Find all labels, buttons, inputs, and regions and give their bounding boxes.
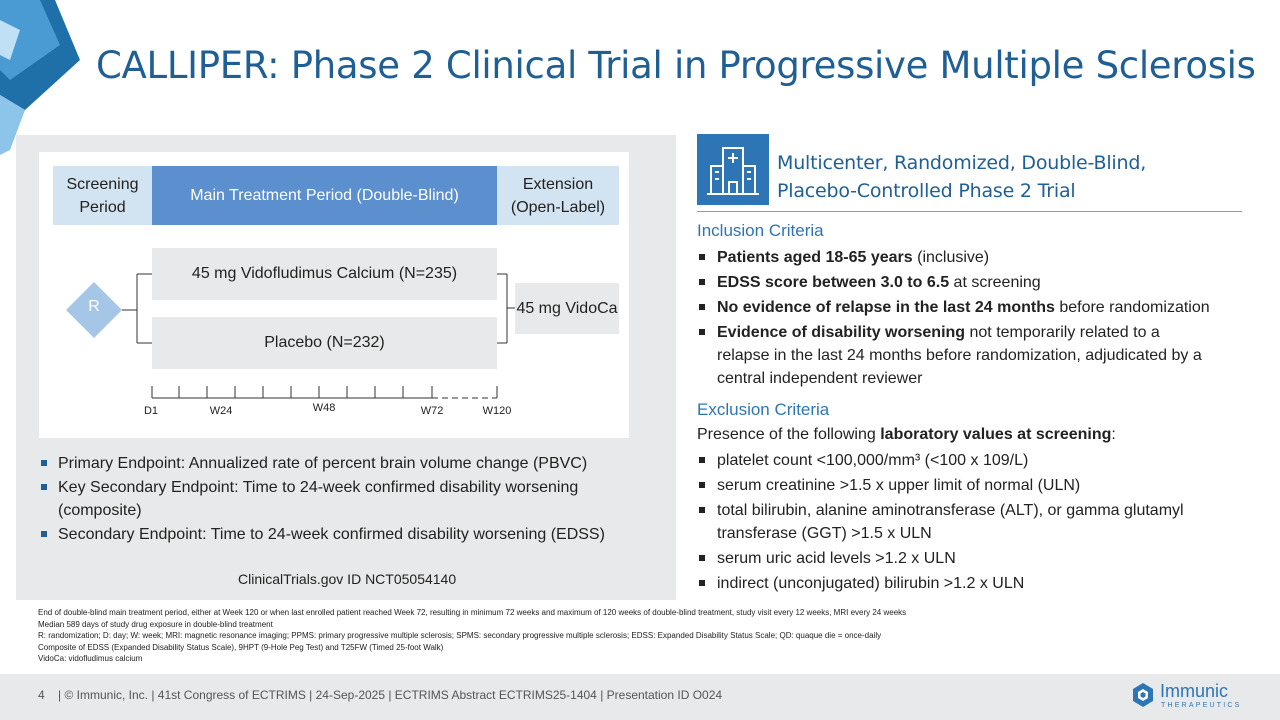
extension-arm: 45 mg VidoCa (515, 283, 619, 334)
tick-label-w24: W24 (209, 405, 233, 417)
randomization-label: R (88, 298, 100, 315)
inclusion-list: Patients aged 18-65 years (inclusive) ED… (697, 246, 1242, 392)
bullet-icon (699, 329, 705, 335)
list-item: No evidence of relapse in the last 24 mo… (697, 296, 1242, 319)
bullet-icon (699, 279, 705, 285)
corner-decoration (0, 0, 80, 155)
exclusion-heading: Exclusion Criteria (697, 400, 830, 419)
tick-label-d1: D1 (143, 405, 159, 417)
inclusion-item-text: (inclusive) (912, 249, 990, 266)
bullet-icon (41, 531, 47, 537)
inclusion-item-bold: Patients aged 18-65 years (717, 249, 913, 266)
exclusion-item: indirect (unconjugated) bilirubin >1.2 x… (717, 575, 1025, 592)
exclusion-list: platelet count <100,000/mm³ (<100 x 109/… (697, 449, 1242, 597)
exclusion-intro-text: Presence of the following (697, 426, 881, 443)
footer-info: | © Immunic, Inc. | 41st Congress of ECT… (58, 688, 723, 702)
list-item: serum creatinine >1.5 x upper limit of n… (697, 474, 1242, 497)
phase-screening: Screening Period (53, 166, 152, 225)
inclusion-item-bold: No evidence of relapse in the last 24 mo… (717, 299, 1055, 316)
footnote: Median 589 days of study drug exposure i… (38, 619, 273, 629)
exclusion-intro-bold: laboratory values at screening (880, 426, 1112, 443)
list-item: EDSS score between 3.0 to 6.5 at screeni… (697, 271, 1242, 294)
inclusion-heading: Inclusion Criteria (697, 221, 824, 240)
bullet-icon (699, 555, 705, 561)
exclusion-item: serum creatinine >1.5 x upper limit of n… (717, 477, 1081, 494)
list-item: Patients aged 18-65 years (inclusive) (697, 246, 1242, 269)
footer-bar (0, 674, 1280, 720)
bullet-icon (699, 482, 705, 488)
footnote: R: randomization; D: day; W: week; MRI: … (38, 631, 882, 640)
phase-extension: Extension (Open-Label) (497, 166, 619, 225)
list-item: Secondary Endpoint: Time to 24-week conf… (40, 523, 660, 546)
list-item: total bilirubin, alanine aminotransferas… (697, 499, 1242, 545)
inclusion-item-text: before randomization (1054, 299, 1210, 316)
tick-label-w120: W120 (482, 405, 512, 417)
endpoint-key-secondary: Key Secondary Endpoint: Time to 24-week … (58, 479, 579, 519)
exclusion-item: serum uric acid levels >1.2 x ULN (717, 550, 956, 567)
list-item: Key Secondary Endpoint: Time to 24-week … (40, 476, 660, 522)
endpoint-secondary: Secondary Endpoint: Time to 24-week conf… (58, 526, 605, 543)
bullet-icon (699, 254, 705, 260)
phase-main-treatment: Main Treatment Period (Double-Blind) (152, 166, 497, 225)
bullet-icon (41, 484, 47, 490)
exclusion-intro: Presence of the following laboratory val… (697, 426, 1116, 444)
endpoints-list: Primary Endpoint: Annualized rate of per… (40, 452, 660, 547)
bullet-icon (699, 457, 705, 463)
logo-name: Immunic (1160, 681, 1229, 701)
bullet-icon (41, 460, 47, 466)
list-item: indirect (unconjugated) bilirubin >1.2 x… (697, 572, 1242, 595)
exclusion-item: platelet count <100,000/mm³ (<100 x 109/… (717, 452, 1029, 469)
footnote: Composite of EDSS (Expanded Disability S… (38, 642, 444, 652)
exclusion-item: total bilirubin, alanine aminotransferas… (717, 502, 1184, 542)
footnote: VidoCa: vidofludimus calcium (38, 654, 143, 663)
logo-subtitle: THERAPEUTICS (1161, 702, 1242, 709)
hospital-icon (697, 134, 769, 205)
immunic-logo-icon (1133, 683, 1153, 707)
footnote: End of double-blind main treatment perio… (38, 608, 907, 617)
list-item: Primary Endpoint: Annualized rate of per… (40, 452, 660, 475)
inclusion-item-text: at screening (949, 274, 1041, 291)
page-number: 4 (38, 688, 45, 702)
bullet-icon (699, 507, 705, 513)
bullet-icon (699, 304, 705, 310)
exclusion-intro-end: : (1111, 426, 1116, 443)
bullet-icon (699, 580, 705, 586)
list-item: Evidence of disability worsening not tem… (697, 321, 1242, 390)
endpoint-primary: Primary Endpoint: Annualized rate of per… (58, 455, 588, 472)
footnotes: End of double-blind main treatment perio… (38, 607, 906, 665)
inclusion-item-text: not temporarily related to a relapse in … (717, 324, 1202, 387)
randomization-diamond (66, 282, 122, 338)
section-divider (697, 211, 1242, 212)
arm-placebo: Placebo (N=232) (152, 317, 497, 369)
list-item: serum uric acid levels >1.2 x ULN (697, 547, 1242, 570)
page-title: CALLIPER: Phase 2 Clinical Trial in Prog… (96, 44, 1256, 87)
clinicaltrials-id: ClinicalTrials.gov ID NCT05054140 (238, 571, 457, 587)
tick-label-w48: W48 (312, 402, 336, 414)
inclusion-item-bold: EDSS score between 3.0 to 6.5 (717, 274, 950, 291)
arm-vidofludimus: 45 mg Vidofludimus Calcium (N=235) (152, 248, 497, 300)
list-item: platelet count <100,000/mm³ (<100 x 109/… (697, 449, 1242, 472)
inclusion-item-bold: Evidence of disability worsening (717, 324, 966, 341)
trial-design-heading: Multicenter, Randomized, Double-Blind, P… (777, 152, 1147, 202)
footer-text: 4 | © Immunic, Inc. | 41st Congress of E… (38, 688, 722, 702)
tick-label-w72: W72 (420, 405, 444, 417)
